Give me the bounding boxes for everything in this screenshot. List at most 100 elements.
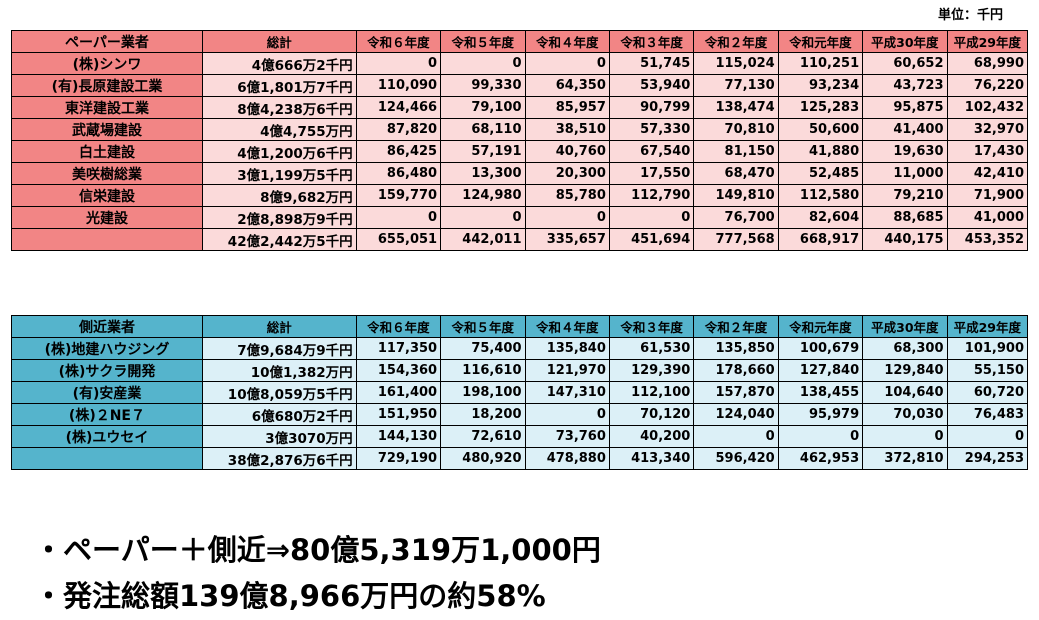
table-row: 美咲樹総業 3億1,199万5千円 86,480 13,300 20,300 17,550… [11,162,1029,185]
year-value: 138,474 [693,96,779,119]
year-value: 41,880 [777,140,864,163]
year-value: 157,870 [693,381,779,404]
year-value: 79,100 [440,96,526,119]
year-value: 60,720 [946,381,1029,404]
table-row: (有)安産業 10億8,059万5千円 161,400 198,100 147,310 1… [11,381,1029,404]
year-value: 82,604 [777,206,864,229]
table-row: 東洋建設工業 8億4,238万6千円 124,466 79,100 85,957 90,7… [11,96,1029,119]
year-value: 76,483 [946,403,1029,426]
company-name: (株)地建ハウジング [11,337,203,360]
category-header: ペーパー業者 [11,30,203,53]
company-total: 7億9,684万9千円 [201,337,357,360]
year-value: 138,455 [777,381,864,404]
year-value: 88,685 [862,206,948,229]
year-value: 124,040 [693,403,779,426]
table-row: 武蔵場建設 4億4,755万円 87,820 68,110 38,510 57,330 70… [11,118,1029,141]
year-value: 64,350 [524,74,610,97]
year-value: 68,990 [946,52,1029,75]
year-value: 20,300 [524,162,610,185]
year-value: 40,200 [608,425,695,448]
table-row: 白土建設 4億1,200万6千円 86,425 57,191 40,760 67,540 8… [11,140,1029,163]
close-associates-table: 側近業者 総計 令和６年度 令和５年度 令和４年度 令和３年度 令和２年度 令和元年度 平成30… [11,315,1029,470]
year-value: 129,390 [608,359,695,382]
year-value: 198,100 [440,381,526,404]
sum-value: 440,175 [862,228,948,251]
company-total: 8億9,682万円 [201,184,357,207]
sum-value: 413,340 [608,447,695,470]
year-value: 178,660 [693,359,779,382]
year-value: 68,300 [862,337,948,360]
grand-total: 38億2,876万6千円 [201,447,357,470]
year-value: 99,330 [440,74,526,97]
year-value: 60,652 [862,52,948,75]
year-value: 75,400 [440,337,526,360]
company-name: 白土建設 [11,140,203,163]
company-name: (株)２NE７ [11,403,203,426]
year-value: 121,970 [524,359,610,382]
year-value: 41,000 [946,206,1029,229]
year-value: 125,283 [777,96,864,119]
year-header: 平成30年度 [862,30,948,53]
year-value: 53,940 [608,74,695,97]
sum-value: 655,051 [355,228,442,251]
summary-bullet-combined: ・ペーパー＋側近⇒80億5,319万1,000円 [34,533,601,567]
year-value: 18,200 [440,403,526,426]
company-name: (株)サクラ開発 [11,359,203,382]
sum-value: 442,011 [440,228,526,251]
table-row: 信栄建設 8億9,682万円 159,770 124,980 85,780 112,790… [11,184,1029,207]
year-value: 32,970 [946,118,1029,141]
year-value: 41,400 [862,118,948,141]
year-value: 0 [440,206,526,229]
year-value: 70,030 [862,403,948,426]
company-total: 10億8,059万5千円 [201,381,357,404]
year-header: 平成29年度 [946,315,1029,338]
year-value: 93,234 [777,74,864,97]
year-value: 154,360 [355,359,442,382]
header-row: 側近業者 総計 令和６年度 令和５年度 令和４年度 令和３年度 令和２年度 令和元年度 平成30… [11,315,1029,338]
year-value: 55,150 [946,359,1029,382]
company-name: (株)ユウセイ [11,425,203,448]
sum-value: 372,810 [862,447,948,470]
year-header: 令和元年度 [777,30,864,53]
table-row: (株)シンワ 4億666万2千円 0 0 0 51,745 115,024 110,251 60… [11,52,1029,75]
header-row: ペーパー業者 総計 令和６年度 令和５年度 令和４年度 令和３年度 令和２年度 令和元年度 平成… [11,30,1029,53]
sum-value: 451,694 [608,228,695,251]
year-value: 85,957 [524,96,610,119]
year-value: 104,640 [862,381,948,404]
table-row: (有)長原建設工業 6億1,801万7千円 110,090 99,330 64,350 5… [11,74,1029,97]
year-value: 0 [693,425,779,448]
sum-value: 478,880 [524,447,610,470]
company-total: 4億4,755万円 [201,118,357,141]
company-name: (有)安産業 [11,381,203,404]
year-header: 令和６年度 [355,315,442,338]
year-value: 17,550 [608,162,695,185]
paper-companies-table: ペーパー業者 総計 令和６年度 令和５年度 令和４年度 令和３年度 令和２年度 令和元年度 平成… [11,30,1029,251]
year-value: 0 [862,425,948,448]
company-total: 3億1,199万5千円 [201,162,357,185]
year-value: 71,900 [946,184,1029,207]
year-value: 38,510 [524,118,610,141]
year-value: 149,810 [693,184,779,207]
year-value: 0 [355,206,442,229]
company-total: 2億8,898万9千円 [201,206,357,229]
total-header: 総計 [201,30,357,53]
sum-label-cell [11,228,203,251]
year-value: 11,000 [862,162,948,185]
table-row: (株)ユウセイ 3億3070万円 144,130 72,610 73,760 40,200… [11,425,1029,448]
year-value: 112,580 [777,184,864,207]
year-header: 令和２年度 [693,315,779,338]
company-name: 美咲樹総業 [11,162,203,185]
summary-bullet-ratio: ・発注総額139億8,966万円の約58% [34,579,546,613]
year-value: 110,090 [355,74,442,97]
sum-value: 777,568 [693,228,779,251]
sum-label-cell [11,447,203,470]
sum-value: 462,953 [777,447,864,470]
year-value: 70,810 [693,118,779,141]
sum-value: 294,253 [946,447,1029,470]
year-value: 100,679 [777,337,864,360]
table-row: (株)地建ハウジング 7億9,684万9千円 117,350 75,400 135,84… [11,337,1029,360]
year-value: 86,425 [355,140,442,163]
year-value: 77,130 [693,74,779,97]
year-header: 令和２年度 [693,30,779,53]
year-header: 令和元年度 [777,315,864,338]
